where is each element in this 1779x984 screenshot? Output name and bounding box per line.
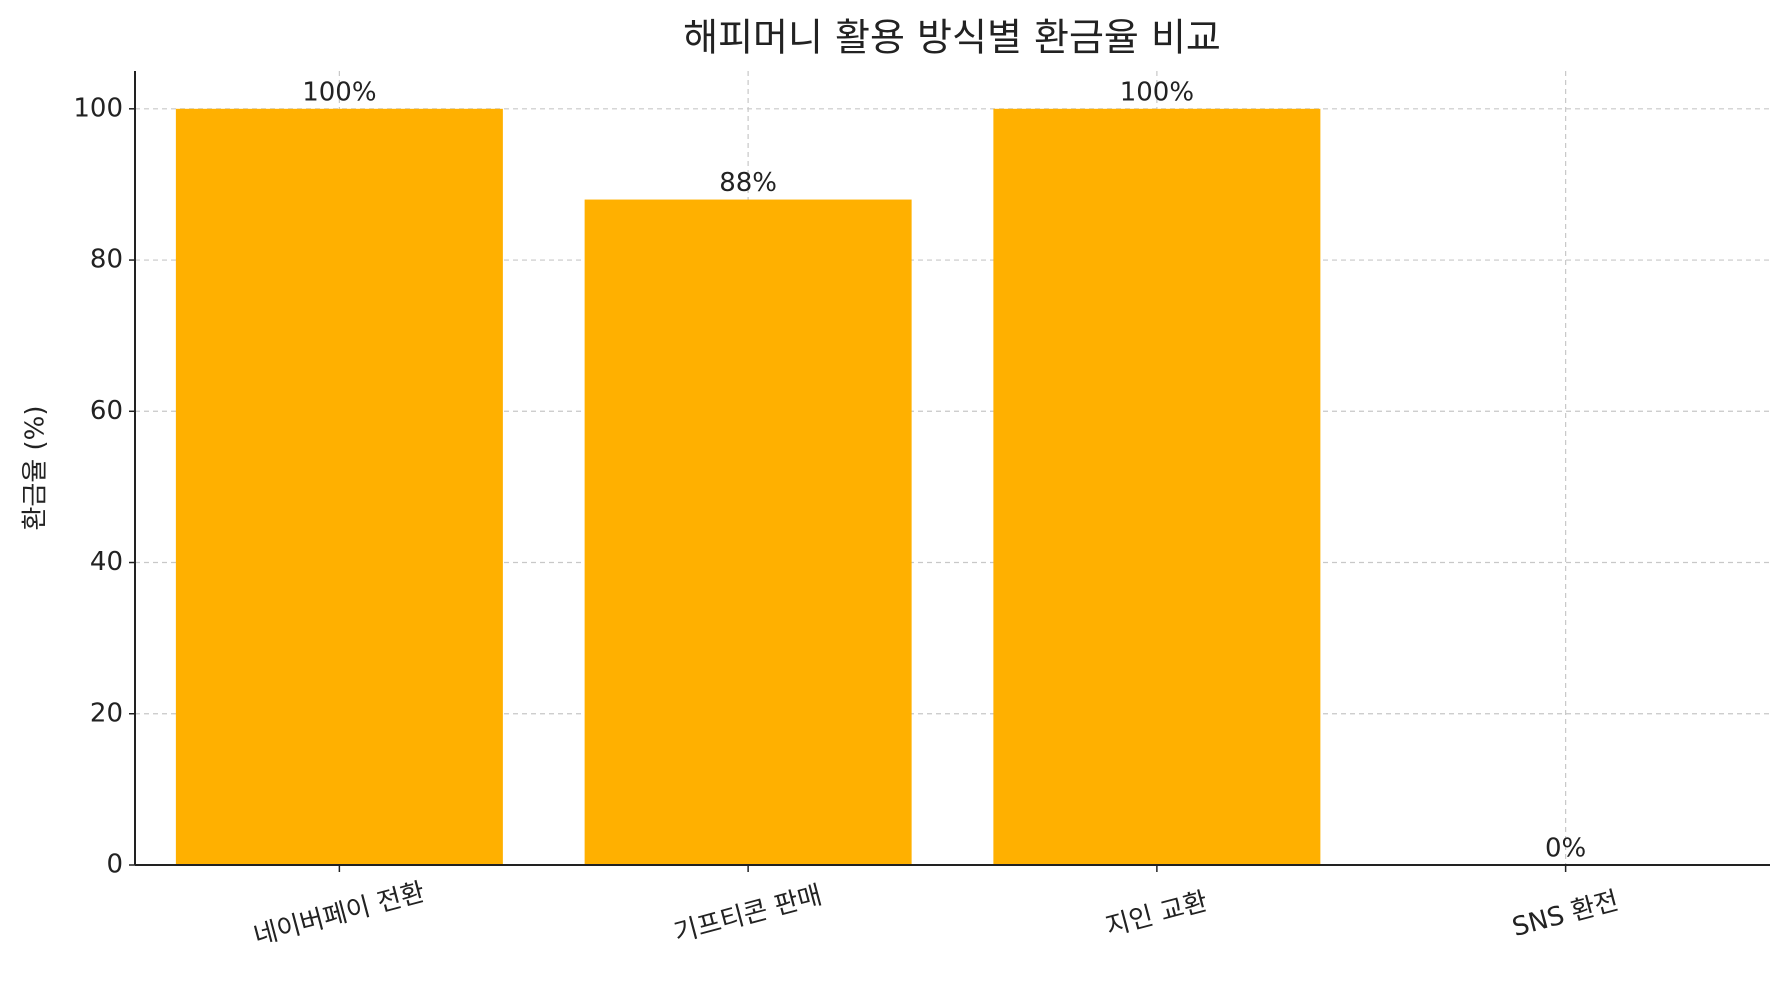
value-label: 100% <box>302 77 376 107</box>
y-tick-label: 60 <box>90 396 123 426</box>
x-tick-label: 지인 교환 <box>1103 887 1211 943</box>
bar <box>993 108 1321 866</box>
y-tick-label: 100 <box>73 93 123 123</box>
bar <box>584 199 912 866</box>
y-tick-label: 20 <box>90 698 123 728</box>
value-label: 88% <box>719 168 777 198</box>
x-tick-label: 기프티콘 판매 <box>671 880 825 948</box>
y-tick-label: 0 <box>106 850 123 880</box>
value-label: 0% <box>1545 834 1586 864</box>
x-tick-label: SNS 환전 <box>1509 886 1622 943</box>
value-label: 100% <box>1120 77 1194 107</box>
y-axis-label: 환금율 (%) <box>21 405 51 530</box>
y-tick-label: 40 <box>90 547 123 577</box>
x-tick-label: 네이버페이 전환 <box>250 877 427 951</box>
chart-title: 해피머니 활용 방식별 환금율 비교 <box>683 16 1221 60</box>
bar <box>175 108 503 866</box>
y-tick-label: 80 <box>90 245 123 275</box>
